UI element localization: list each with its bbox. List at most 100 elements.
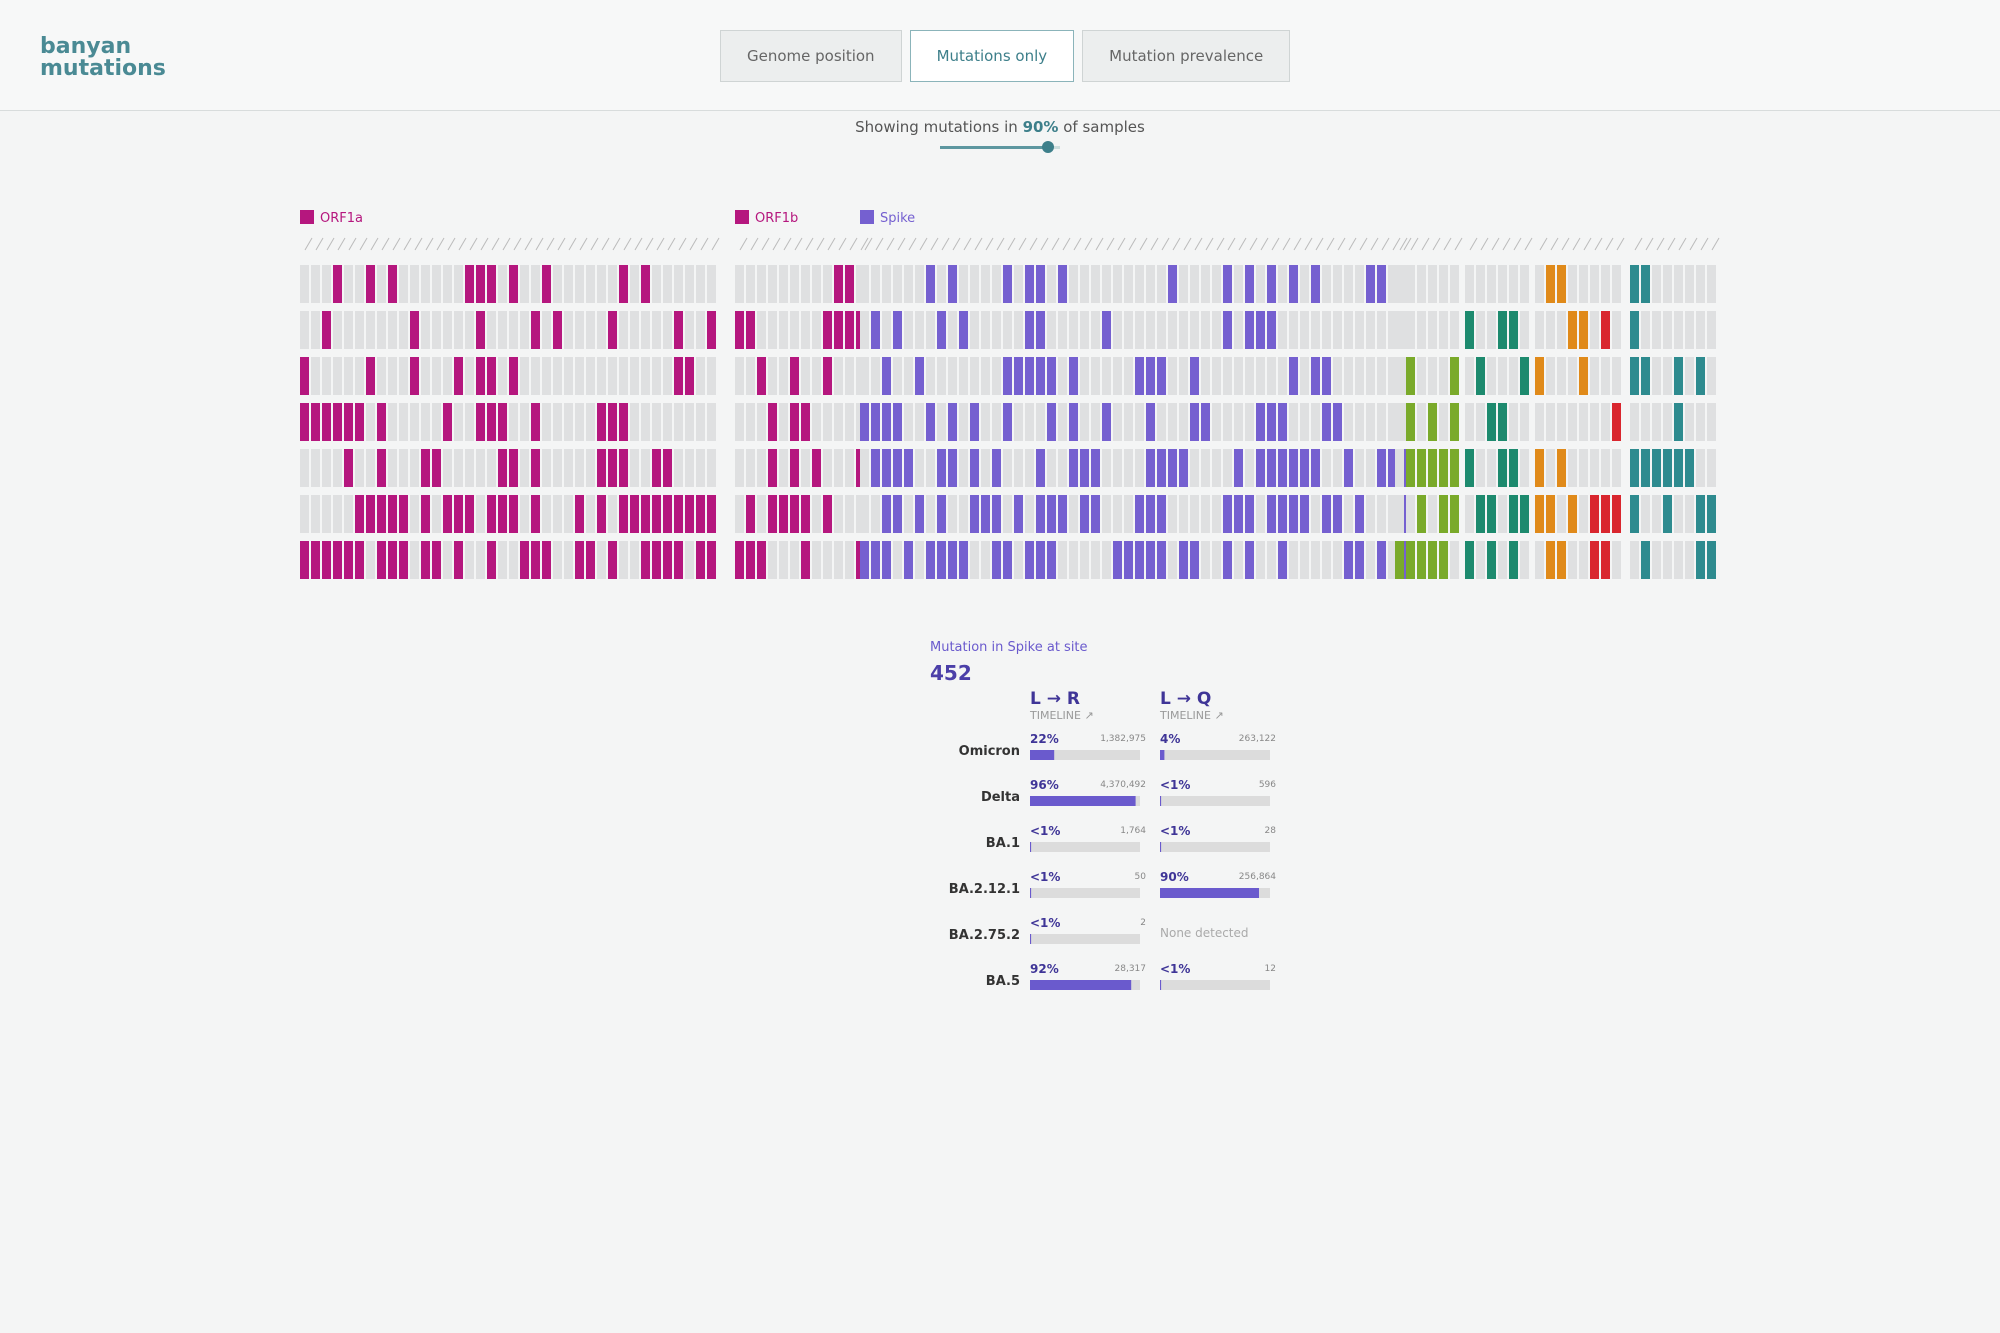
heatmap-cell[interactable]: [1190, 357, 1199, 395]
heatmap-cell[interactable]: [1546, 403, 1555, 441]
heatmap-cell[interactable]: [1388, 311, 1397, 349]
heatmap-cell[interactable]: [1476, 495, 1485, 533]
heatmap-cell[interactable]: [542, 541, 551, 579]
heatmap-cell[interactable]: [948, 495, 957, 533]
heatmap-cell[interactable]: [476, 265, 485, 303]
heatmap-cell[interactable]: [1487, 495, 1496, 533]
heatmap-cell[interactable]: [553, 311, 562, 349]
heatmap-cell[interactable]: [1278, 403, 1287, 441]
heatmap-cell[interactable]: [1256, 357, 1265, 395]
heatmap-cell[interactable]: [443, 357, 452, 395]
heatmap-cell[interactable]: [586, 265, 595, 303]
heatmap-cell[interactable]: [311, 449, 320, 487]
heatmap-cell[interactable]: [421, 495, 430, 533]
heatmap-cell[interactable]: [575, 403, 584, 441]
heatmap-cell[interactable]: [685, 311, 694, 349]
heatmap-cell[interactable]: [970, 357, 979, 395]
heatmap-cell[interactable]: [1080, 311, 1089, 349]
heatmap-cell[interactable]: [1135, 265, 1144, 303]
heatmap-cell[interactable]: [1685, 265, 1694, 303]
heatmap-cell[interactable]: [1498, 541, 1507, 579]
heatmap-cell[interactable]: [1663, 495, 1672, 533]
heatmap-cell[interactable]: [1300, 265, 1309, 303]
heatmap-cell[interactable]: [970, 541, 979, 579]
heatmap-cell[interactable]: [498, 357, 507, 395]
heatmap-cell[interactable]: [812, 541, 821, 579]
heatmap-cell[interactable]: [586, 495, 595, 533]
heatmap-cell[interactable]: [735, 357, 744, 395]
heatmap-cell[interactable]: [1498, 495, 1507, 533]
heatmap-cell[interactable]: [1069, 311, 1078, 349]
heatmap-cell[interactable]: [1091, 357, 1100, 395]
heatmap-cell[interactable]: [663, 449, 672, 487]
heatmap-cell[interactable]: [1612, 541, 1621, 579]
heatmap-cell[interactable]: [586, 449, 595, 487]
heatmap-cell[interactable]: [1080, 495, 1089, 533]
heatmap-cell[interactable]: [915, 265, 924, 303]
heatmap-cell[interactable]: [1417, 311, 1426, 349]
heatmap-cell[interactable]: [735, 449, 744, 487]
heatmap-cell[interactable]: [1267, 403, 1276, 441]
heatmap-cell[interactable]: [498, 495, 507, 533]
heatmap-cell[interactable]: [834, 357, 843, 395]
heatmap-cell[interactable]: [674, 403, 683, 441]
heatmap-cell[interactable]: [1439, 495, 1448, 533]
heatmap-cell[interactable]: [823, 357, 832, 395]
heatmap-cell[interactable]: [926, 495, 935, 533]
heatmap-cell[interactable]: [1311, 403, 1320, 441]
heatmap-cell[interactable]: [1428, 449, 1437, 487]
heatmap-cell[interactable]: [465, 265, 474, 303]
heatmap-cell[interactable]: [1289, 265, 1298, 303]
heatmap-cell[interactable]: [1047, 495, 1056, 533]
heatmap-cell[interactable]: [1652, 449, 1661, 487]
heatmap-cell[interactable]: [641, 311, 650, 349]
heatmap-cell[interactable]: [1439, 449, 1448, 487]
heatmap-cell[interactable]: [1091, 403, 1100, 441]
heatmap-cell[interactable]: [992, 311, 1001, 349]
heatmap-cell[interactable]: [1289, 357, 1298, 395]
heatmap-cell[interactable]: [1333, 403, 1342, 441]
heatmap-cell[interactable]: [937, 311, 946, 349]
heatmap-cell[interactable]: [1322, 311, 1331, 349]
heatmap-cell[interactable]: [1685, 357, 1694, 395]
heatmap-cell[interactable]: [893, 449, 902, 487]
heatmap-cell[interactable]: [465, 357, 474, 395]
heatmap-cell[interactable]: [1476, 265, 1485, 303]
heatmap-cell[interactable]: [1509, 495, 1518, 533]
heatmap-cell[interactable]: [1091, 541, 1100, 579]
heatmap-cell[interactable]: [1102, 449, 1111, 487]
heatmap-cell[interactable]: [1696, 357, 1705, 395]
heatmap-cell[interactable]: [1546, 357, 1555, 395]
heatmap-cell[interactable]: [1388, 495, 1397, 533]
heatmap-cell[interactable]: [366, 541, 375, 579]
heatmap-cell[interactable]: [1641, 495, 1650, 533]
heatmap-cell[interactable]: [487, 357, 496, 395]
heatmap-cell[interactable]: [1047, 311, 1056, 349]
heatmap-cell[interactable]: [553, 265, 562, 303]
heatmap-cell[interactable]: [948, 403, 957, 441]
heatmap-cell[interactable]: [1696, 403, 1705, 441]
heatmap-cell[interactable]: [1322, 265, 1331, 303]
heatmap-cell[interactable]: [893, 495, 902, 533]
heatmap-cell[interactable]: [1080, 541, 1089, 579]
heatmap-cell[interactable]: [893, 403, 902, 441]
heatmap-cell[interactable]: [1377, 495, 1386, 533]
heatmap-cell[interactable]: [1630, 541, 1639, 579]
heatmap-cell[interactable]: [355, 541, 364, 579]
heatmap-cell[interactable]: [1234, 495, 1243, 533]
heatmap-cell[interactable]: [1663, 541, 1672, 579]
heatmap-cell[interactable]: [498, 541, 507, 579]
heatmap-cell[interactable]: [564, 541, 573, 579]
heatmap-cell[interactable]: [377, 357, 386, 395]
heatmap-cell[interactable]: [1322, 495, 1331, 533]
heatmap-cell[interactable]: [1190, 311, 1199, 349]
heatmap-cell[interactable]: [432, 403, 441, 441]
heatmap-cell[interactable]: [1267, 495, 1276, 533]
heatmap-cell[interactable]: [1535, 357, 1544, 395]
heatmap-cell[interactable]: [768, 495, 777, 533]
heatmap-cell[interactable]: [1234, 265, 1243, 303]
heatmap-cell[interactable]: [893, 357, 902, 395]
heatmap-cell[interactable]: [652, 311, 661, 349]
heatmap-cell[interactable]: [1234, 449, 1243, 487]
heatmap-cell[interactable]: [597, 357, 606, 395]
